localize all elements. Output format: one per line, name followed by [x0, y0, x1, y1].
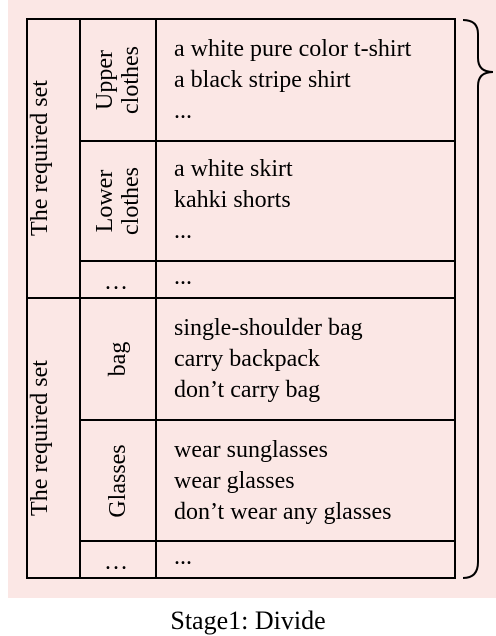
item: carry backpack — [174, 346, 320, 372]
item: don’t wear any glasses — [174, 499, 392, 525]
items-upper-clothes: a white pure color t-shirt a black strip… — [174, 34, 411, 127]
item: a black stripe shirt — [174, 67, 351, 93]
item: ... — [174, 264, 192, 290]
category-lower-clothes: Lower clothes — [92, 167, 144, 235]
group-label-1: The required set — [27, 80, 53, 236]
item: a white skirt — [174, 156, 293, 182]
item: a white pure color t-shirt — [174, 36, 412, 62]
category-glasses: Glasses — [105, 444, 131, 518]
items-bag: single-shoulder bag carry backpack don’t… — [174, 313, 363, 406]
category-upper-clothes: Upper clothes — [92, 46, 144, 114]
item: ... — [174, 544, 192, 570]
category-bag: bag — [105, 341, 131, 377]
item: kahki shorts — [174, 187, 291, 213]
item: ... — [174, 98, 192, 124]
category-ellipsis: … — [104, 269, 128, 295]
stage-caption: Stage1: Divide — [170, 606, 326, 635]
item: ... — [174, 218, 192, 244]
item: wear sunglasses — [174, 437, 328, 463]
table-grid — [26, 18, 494, 579]
item: wear glasses — [174, 468, 295, 494]
items-lower-clothes: a white skirt kahki shorts ... — [174, 154, 293, 247]
group-label-2: The required set — [27, 360, 53, 516]
items-glasses: wear sunglasses wear glasses don’t wear … — [174, 435, 392, 528]
items-ellipsis: ... — [174, 262, 192, 293]
right-brace-icon — [462, 19, 494, 579]
item: single-shoulder bag — [174, 315, 363, 341]
items-ellipsis: ... — [174, 542, 192, 573]
item: don’t carry bag — [174, 377, 321, 403]
category-ellipsis: … — [104, 549, 128, 575]
